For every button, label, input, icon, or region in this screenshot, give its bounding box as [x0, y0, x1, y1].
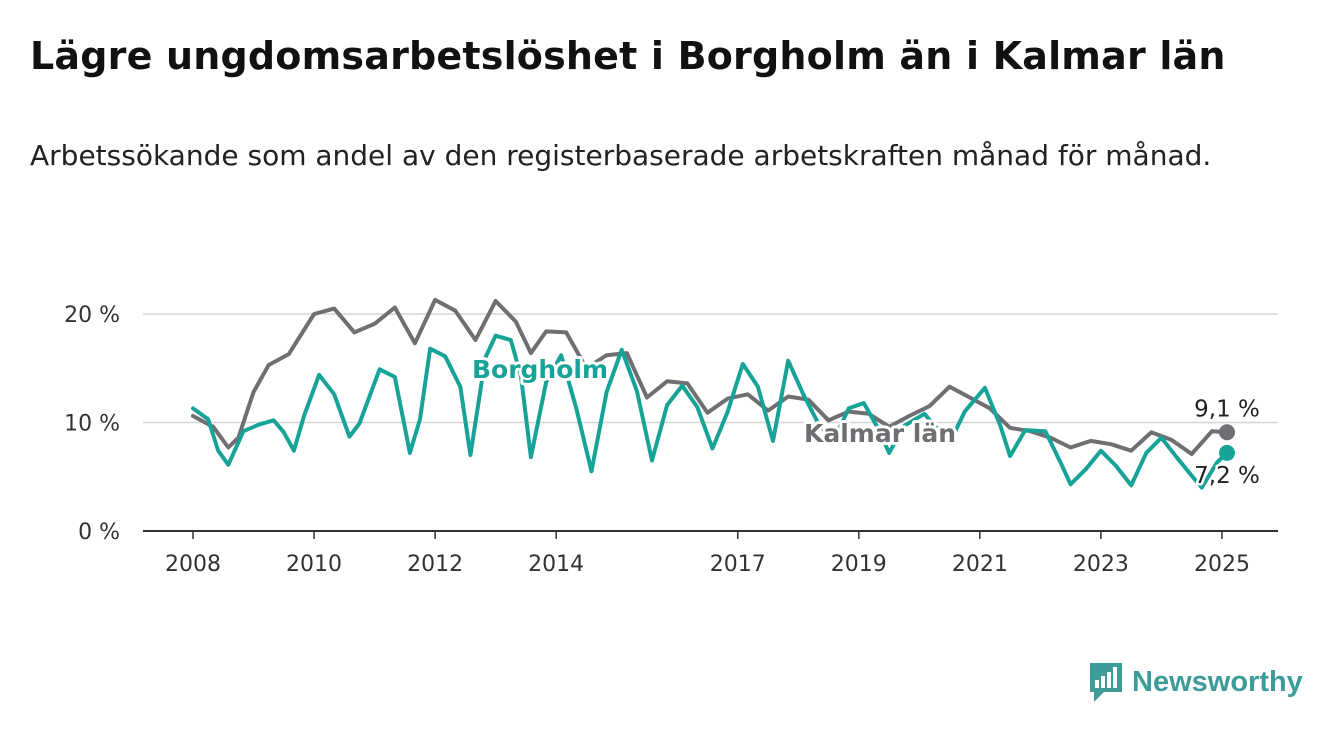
- x-tick-label: 2014: [528, 552, 584, 577]
- line-chart: 0 % 10 % 20 % 2008 2010 2012 2014 2017 2019 2021…: [64, 297, 1278, 577]
- series-label-borgholm: Borgholm: [472, 355, 608, 384]
- x-tick-label: 2012: [407, 552, 463, 577]
- newsworthy-logo: Newsworthy: [1088, 660, 1303, 704]
- x-tick-label: 2008: [165, 552, 221, 577]
- x-tick-label: 2010: [286, 552, 342, 577]
- series-line-borgholm: [191, 333, 1229, 490]
- y-tick-label: 20 %: [64, 303, 120, 328]
- y-axis-ticks: 0 % 10 % 20 %: [64, 303, 120, 545]
- series-lines: [191, 297, 1235, 490]
- bar-chart-speech-bubble-icon: [1090, 663, 1122, 702]
- x-tick-label: 2023: [1073, 552, 1129, 577]
- brand-name: Newsworthy: [1132, 665, 1303, 698]
- x-tick-label: 2025: [1194, 552, 1250, 577]
- x-tick-label: 2017: [710, 552, 766, 577]
- end-value-borgholm: 7,2 %: [1194, 463, 1260, 489]
- end-marker-kalmar-l-n: [1219, 424, 1235, 441]
- series-label-kalmar: Kalmar län: [804, 419, 956, 448]
- x-tick-label: 2019: [831, 552, 887, 577]
- chart-title: Lägre ungdomsarbetslöshet i Borgholm än …: [30, 34, 1226, 78]
- chart-subtitle: Arbetssökande som andel av den registerb…: [30, 139, 1212, 172]
- series-labels: Kalmar län Borgholm 9,1 % 7,2 %: [469, 352, 1262, 491]
- end-value-kalmar: 9,1 %: [1194, 396, 1260, 422]
- y-tick-label: 10 %: [64, 412, 120, 437]
- gridlines: [143, 313, 1278, 424]
- x-axis: 2008 2010 2012 2014 2017 2019 2021 2023 2025: [143, 530, 1278, 577]
- y-tick-label: 0 %: [78, 520, 120, 545]
- end-marker-borgholm: [1219, 444, 1235, 461]
- series-line-kalmar-l-n: [191, 297, 1229, 456]
- x-tick-label: 2021: [952, 552, 1008, 577]
